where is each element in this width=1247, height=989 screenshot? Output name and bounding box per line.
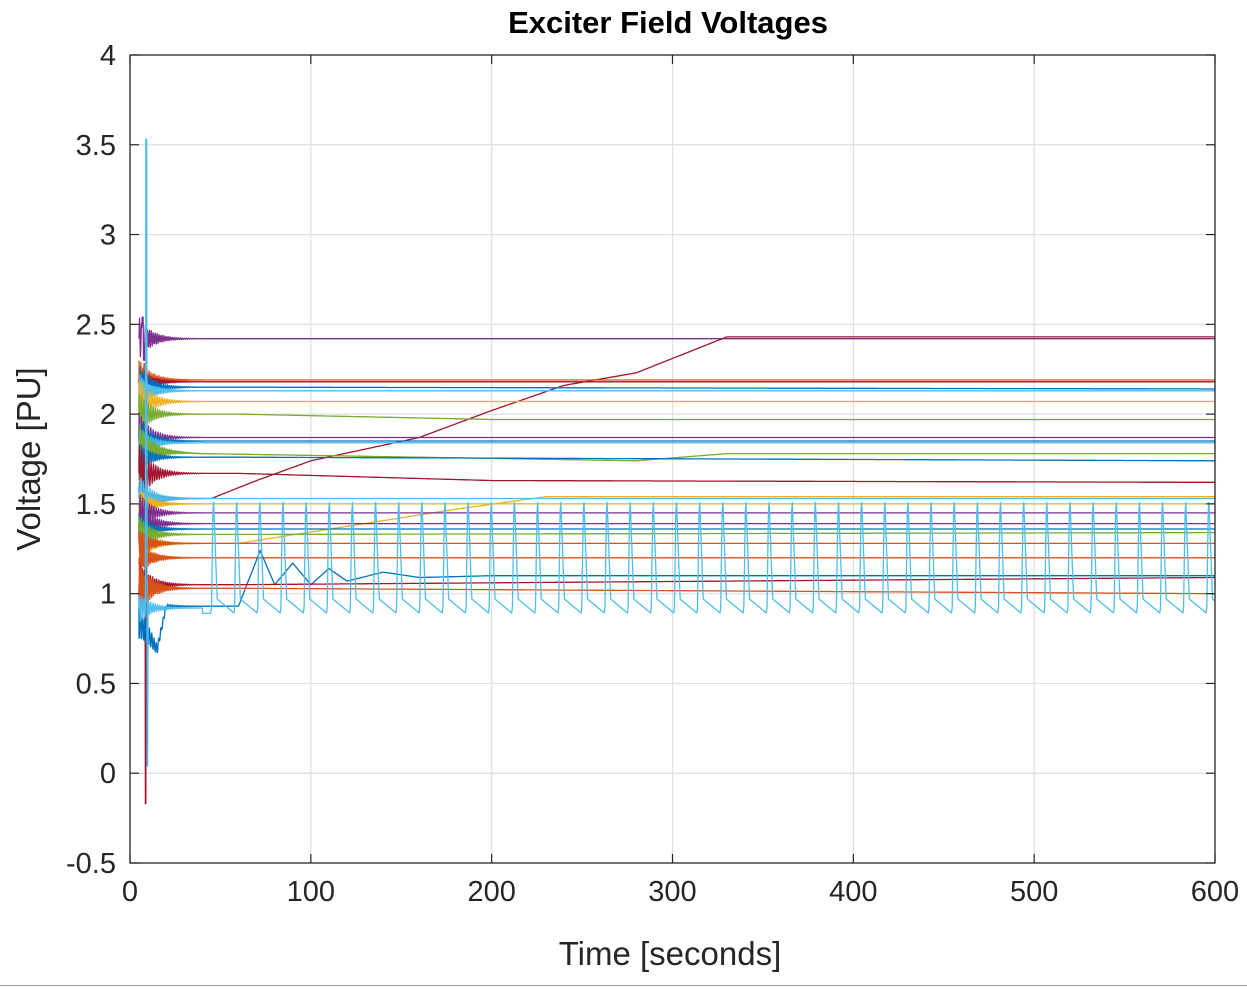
- y-tick-label: 1: [100, 579, 116, 611]
- series-line: [138, 531, 1215, 555]
- series-line: [138, 366, 1215, 407]
- x-axis-label: Time [seconds]: [559, 935, 782, 972]
- y-tick-label: 2.5: [76, 309, 116, 341]
- series-line: [138, 368, 1215, 396]
- series-line: [138, 516, 1215, 551]
- y-tick-label: 3.5: [76, 130, 116, 162]
- series-line: [138, 138, 1216, 767]
- x-tick-label: 500: [1010, 876, 1058, 908]
- y-axis-label: Voltage [PU]: [10, 367, 47, 550]
- tick-labels: 0 100 200 300 400 500 600-0.500.511.522.533.54: [66, 40, 1239, 908]
- series-line: [138, 316, 1215, 361]
- series-line: [138, 542, 1215, 575]
- series-line: [138, 423, 1215, 481]
- x-tick-label: 300: [648, 876, 696, 908]
- x-tick-label: 600: [1191, 876, 1239, 908]
- series-line: [138, 380, 1215, 422]
- x-tick-label: 100: [287, 876, 335, 908]
- x-tick-label: 400: [829, 876, 877, 908]
- series-line: [138, 374, 1215, 409]
- x-tick-label: 200: [467, 876, 515, 908]
- x-tick-label: 0: [122, 876, 138, 908]
- y-tick-label: -0.5: [66, 848, 116, 880]
- series-line: [138, 360, 1215, 400]
- series-line: [138, 513, 1215, 544]
- y-tick-label: 1.5: [76, 489, 116, 521]
- series-line: [138, 444, 1215, 471]
- axes-frame: [129, 54, 1216, 864]
- series-line: [138, 502, 1215, 543]
- y-tick-label: 2: [100, 399, 116, 431]
- window-bottom-divider: [0, 985, 1247, 986]
- y-tick-label: 4: [100, 40, 116, 72]
- series-line: [138, 444, 1215, 496]
- series-line: [138, 494, 1215, 534]
- y-tick-label: 3: [100, 220, 116, 252]
- series-line: [138, 491, 1215, 519]
- chart-title: Exciter Field Voltages: [508, 5, 828, 40]
- series-line: [138, 412, 1215, 458]
- y-tick-label: 0.5: [76, 668, 116, 700]
- plot-area: [138, 138, 1216, 805]
- series-line: [138, 429, 1215, 459]
- y-tick-label: 0: [100, 758, 116, 790]
- series-line: [138, 477, 1215, 522]
- series-line: [138, 394, 1215, 434]
- series-line: [138, 423, 1215, 460]
